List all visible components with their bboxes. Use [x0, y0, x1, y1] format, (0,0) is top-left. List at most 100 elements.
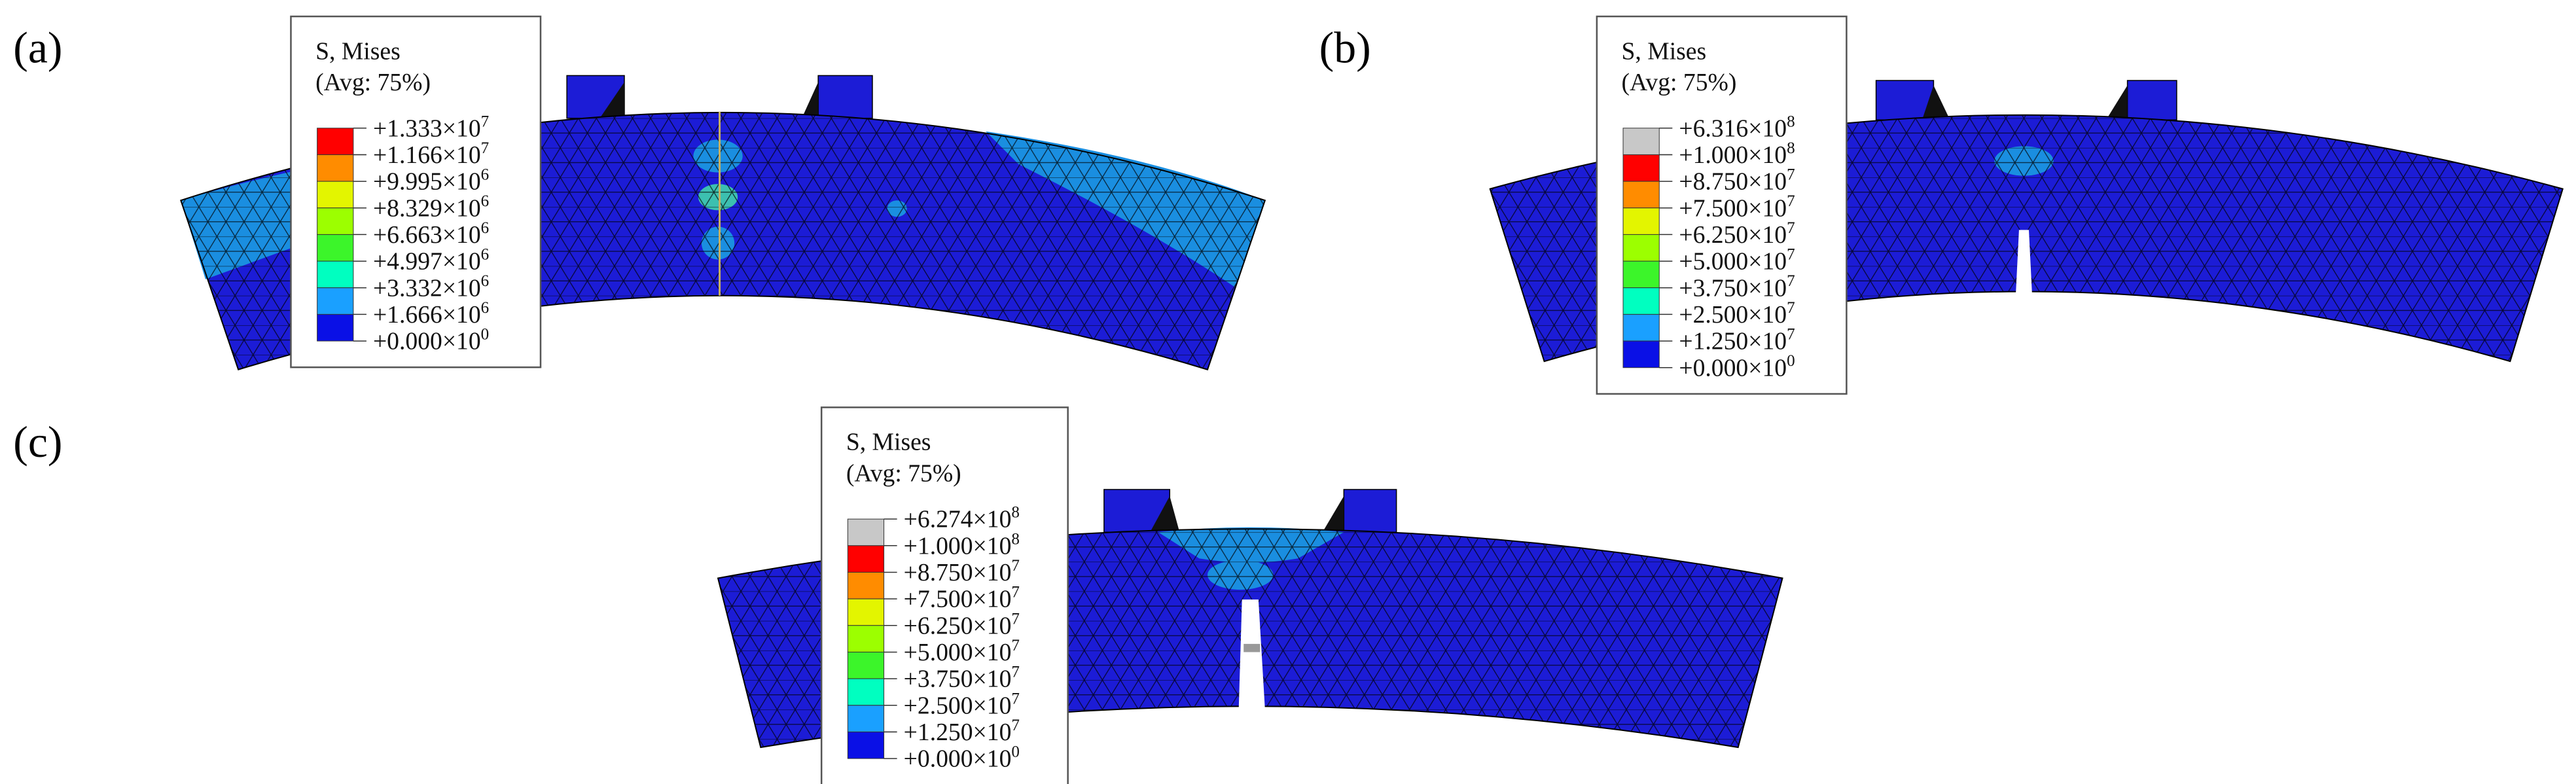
- legend-swatch: [1622, 181, 1660, 209]
- legend-mantissa: +9.995×10: [373, 168, 481, 196]
- legend-entry: +8.750×107: [904, 557, 1020, 586]
- legend-swatch: [317, 234, 354, 262]
- legend-swatch: [317, 128, 354, 155]
- legend-entry: +9.995×106: [373, 166, 489, 196]
- legend-entry: +3.750×107: [1679, 272, 1795, 302]
- legend-swatch: [847, 651, 885, 679]
- legend-exponent: 6: [481, 192, 490, 210]
- legend-mantissa: +2.500×10: [904, 692, 1012, 719]
- legend-mantissa: +6.250×10: [1679, 221, 1787, 249]
- legend-mantissa: +1.666×10: [373, 301, 481, 329]
- legend-swatch: [1622, 234, 1660, 262]
- panel-label: (c): [13, 418, 62, 467]
- legend-entry: +6.274×108: [904, 504, 1020, 533]
- legend-exponent: 7: [1787, 219, 1795, 237]
- legend-swatch: [847, 598, 885, 626]
- legend-mantissa: +1.000×10: [1679, 141, 1787, 169]
- legend-entry: +0.000×100: [904, 743, 1020, 773]
- legend-swatch: [1622, 287, 1660, 315]
- legend-swatch: [1622, 207, 1660, 235]
- legend-exponent: 6: [481, 299, 490, 317]
- legend-swatch: [1622, 154, 1660, 182]
- legend-entry: +8.750×107: [1679, 166, 1795, 196]
- legend-swatch: [317, 313, 354, 342]
- legend: S, Mises(Avg: 75%)+6.316×108+1.000×108+8…: [1596, 15, 1848, 395]
- legend-mantissa: +5.000×10: [1679, 248, 1787, 276]
- legend-swatch: [847, 571, 885, 599]
- legend-title: S, Mises: [315, 37, 401, 65]
- legend-entry: +3.332×106: [373, 272, 489, 302]
- legend-mantissa: +3.750×10: [904, 666, 1012, 693]
- legend-entry: +3.750×107: [904, 664, 1020, 693]
- legend-mantissa: +0.000×10: [373, 328, 481, 355]
- legend-exponent: 7: [1787, 299, 1795, 317]
- legend-exponent: 0: [1011, 743, 1020, 761]
- legend-exponent: 7: [1787, 192, 1795, 210]
- legend-swatch: [1622, 260, 1660, 289]
- legend-mantissa: +0.000×10: [1679, 354, 1787, 382]
- legend-mantissa: +0.000×10: [904, 745, 1012, 773]
- legend-exponent: 6: [481, 166, 490, 184]
- legend-swatch: [847, 625, 885, 652]
- legend-mantissa: +7.500×10: [1679, 194, 1787, 222]
- legend: S, Mises(Avg: 75%)+1.333×107+1.166×107+9…: [290, 15, 542, 368]
- legend-exponent: 8: [1787, 113, 1795, 130]
- legend-subtitle: (Avg: 75%): [315, 69, 431, 96]
- legend-entry: +5.000×107: [1679, 246, 1795, 276]
- legend-exponent: 7: [1011, 664, 1020, 681]
- legend-mantissa: +3.332×10: [373, 274, 481, 302]
- legend-mantissa: +4.997×10: [373, 248, 481, 276]
- legend-exponent: 6: [481, 219, 490, 237]
- legend-exponent: 7: [1787, 166, 1795, 184]
- legend-entry: +6.663×106: [373, 219, 489, 249]
- legend-swatch: [847, 731, 885, 759]
- legend-exponent: 7: [1011, 557, 1020, 575]
- legend-swatch: [317, 207, 354, 235]
- legend-exponent: 7: [1787, 246, 1795, 264]
- legend-entry: +6.316×108: [1679, 113, 1795, 142]
- legend-mantissa: +6.274×10: [904, 506, 1012, 533]
- legend-exponent: 7: [1011, 690, 1020, 707]
- legend-mantissa: +6.316×10: [1679, 115, 1787, 142]
- legend-swatch: [847, 545, 885, 573]
- legend-swatch: [1622, 340, 1660, 368]
- legend-entry: +0.000×100: [1679, 352, 1795, 382]
- legend-entry: +1.333×107: [373, 113, 489, 142]
- legend-exponent: 0: [1787, 352, 1795, 370]
- legend-entry: +1.250×107: [1679, 326, 1795, 355]
- legend-mantissa: +1.166×10: [373, 141, 481, 169]
- legend-mantissa: +1.250×10: [904, 719, 1012, 746]
- panel-label: (b): [1319, 23, 1371, 72]
- legend-mantissa: +8.750×10: [904, 559, 1012, 586]
- legend-mantissa: +6.250×10: [904, 612, 1012, 639]
- legend-mantissa: +1.250×10: [1679, 328, 1787, 355]
- legend-exponent: 6: [481, 272, 490, 290]
- legend-mantissa: +5.000×10: [904, 639, 1012, 666]
- legend-swatch: [847, 705, 885, 732]
- panel-label: (a): [13, 23, 62, 72]
- legend-subtitle: (Avg: 75%): [846, 459, 961, 487]
- annotations: (a) S, Mises(Avg: 75%)+1.333×107+1.166×10…: [13, 15, 1848, 784]
- legend-mantissa: +7.500×10: [904, 586, 1012, 613]
- legend-subtitle: (Avg: 75%): [1622, 69, 1737, 96]
- legend-mantissa: +2.500×10: [1679, 301, 1787, 329]
- legend-mantissa: +1.000×10: [904, 532, 1012, 560]
- legend-title: S, Mises: [846, 429, 931, 456]
- legend-entry: +4.997×106: [373, 246, 489, 276]
- legend-entry: +6.250×107: [904, 610, 1020, 639]
- legend-exponent: 7: [1787, 326, 1795, 344]
- legend-entry: +7.500×107: [904, 584, 1020, 613]
- legend-entry: +1.250×107: [904, 717, 1020, 746]
- legend-mantissa: +1.333×10: [373, 115, 481, 142]
- legend-mantissa: +6.663×10: [373, 221, 481, 249]
- legend-exponent: 8: [1787, 139, 1795, 157]
- legend-mantissa: +3.750×10: [1679, 274, 1787, 302]
- legend-swatch: [317, 154, 354, 182]
- legend-exponent: 7: [481, 139, 490, 157]
- legend: S, Mises (Avg: 75%) +6.274×108+1.000×108+8…: [820, 406, 1069, 784]
- legend-entry: +1.000×108: [904, 530, 1020, 560]
- legend-exponent: 0: [481, 326, 490, 344]
- legend-entry: +8.329×106: [373, 192, 489, 222]
- legend-exponent: 7: [1011, 717, 1020, 734]
